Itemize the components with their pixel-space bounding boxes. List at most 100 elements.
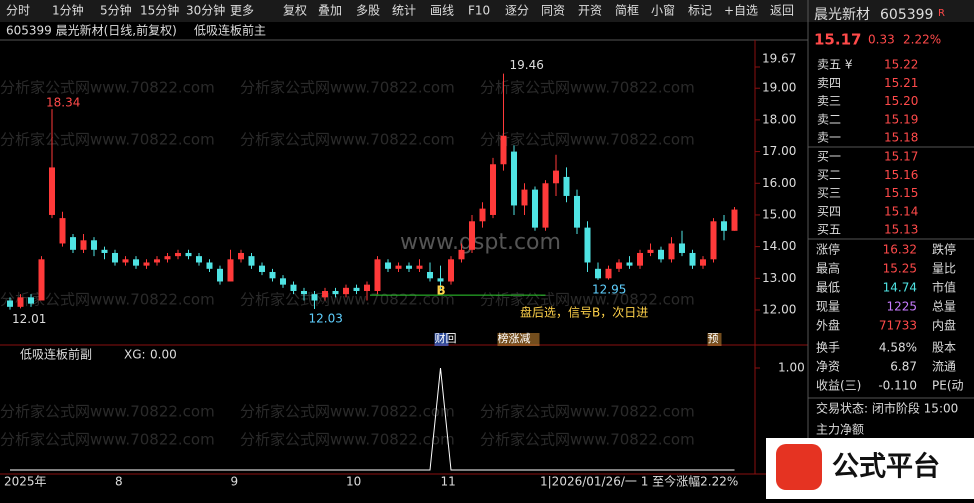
candle-body [238,252,244,260]
candle-body [574,195,580,228]
toolbar-item[interactable]: 复权 [283,4,307,18]
candle-body [406,265,412,269]
stat-value: 16.32 [883,243,917,257]
candle-body [80,240,87,250]
toolbar-item[interactable]: 15分钟 [140,3,179,18]
toolbar-item[interactable]: 1分钟 [52,3,84,18]
toolbar-item[interactable]: 开资 [578,4,602,18]
candle-body [206,262,213,269]
toolbar-item[interactable]: F10 [468,4,490,18]
candle-body [374,259,381,291]
candle-body [101,249,108,253]
candle-body [637,252,643,266]
price-label: 12.95 [592,282,626,296]
candle-body [364,284,370,291]
event-tag: 榜涨减 [498,331,531,345]
candle-body [59,218,66,244]
candle-body [721,221,727,231]
stat-label: 最低 [816,281,840,295]
watermark: 分析家公式网www.70822.com [480,131,695,149]
candle-body [175,252,181,257]
x-tick-label: 9 [231,475,239,489]
toolbar-item[interactable]: 5分钟 [100,3,132,18]
book-label: 买三 [817,186,841,200]
book-price: 15.16 [884,168,918,182]
change-pct: 2.22% [903,33,941,47]
book-price: 15.20 [884,94,918,108]
event-bg [434,333,449,346]
price-label: 12.01 [12,312,46,326]
indicator-name: 低吸连板前主 [194,23,266,38]
stat-label: 内盘 [932,318,956,333]
candle-body [17,297,24,307]
candle-body [521,189,528,206]
candle-body [532,189,538,228]
book-label: 买二 [817,168,841,182]
watermark: 分析家公式网www.70822.com [240,79,455,97]
candle-body [479,208,486,222]
book-label: 卖二 [817,112,841,126]
candle-body [290,284,297,291]
candle-body [395,265,402,269]
x-tick-label: 10 [346,475,361,489]
price-label: 19.46 [510,58,544,72]
toolbar-item[interactable]: 简框 [615,4,639,18]
signal-note: 盘后选，信号B，次日进 [520,305,648,320]
stat-value: -0.110 [878,379,917,393]
y-tick-label: 18.00 [762,112,796,126]
watermark: 分析家公式网www.70822.com [480,431,695,449]
stat-value: 6.87 [890,360,917,374]
toolbar-item[interactable]: 小窗 [651,4,675,18]
book-price: 15.17 [884,150,918,164]
stat-label: 市值 [932,280,956,295]
toolbar-item[interactable]: 标记 [688,4,712,18]
candle-body [647,249,654,253]
candle-body [437,278,444,282]
candle-body [122,259,129,263]
lower-title: 低吸连板前副 [20,347,92,362]
book-label: 买四 [817,204,841,218]
event-tag: 预 [708,332,719,345]
stat-value: 14.74 [883,281,917,295]
candle-body [490,164,496,215]
stat-label: 跌停 [932,242,956,257]
chart-title: 605399 晨光新材(日线,前复权) [6,23,177,38]
price-label: 18.34 [46,96,80,110]
candle-body [616,262,622,269]
book-label: 买五 [817,223,841,237]
main-flow: 主力净额 [816,423,864,437]
candle-body [710,221,717,260]
stat-value: 71733 [879,319,917,333]
toolbar-item[interactable]: 叠加 [318,4,342,18]
candle-body [248,256,255,266]
logo-icon [776,444,822,490]
toolbar-item[interactable]: 多股 [356,4,380,18]
toolbar-item[interactable]: 画线 [430,4,454,18]
toolbar-item[interactable]: 分时 [6,4,30,18]
candle-body [679,243,685,253]
toolbar-item[interactable]: 30分钟 [186,3,225,18]
candle-body [469,221,475,250]
candle-body [280,278,286,285]
stat-label: 换手 [816,341,840,355]
candle-body [500,135,507,165]
book-price: 15.13 [884,223,918,237]
stat-value: 4.58% [879,341,917,355]
candle-body [7,300,13,307]
toolbar-item[interactable]: 返回 [770,4,794,18]
toolbar-item[interactable]: 逐分 [505,4,529,18]
candle-body [595,268,601,279]
candle-body [332,290,339,295]
toolbar-item[interactable]: 统计 [392,4,416,18]
stat-label: 流通 [932,360,956,374]
toolbar-item[interactable]: +自选 [724,4,758,18]
candle-body [217,268,223,282]
stock-name: 晨光新材 [814,7,870,23]
book-label: 卖四 [817,76,841,90]
candle-body [143,262,150,266]
watermark: 分析家公式网www.70822.com [240,131,455,149]
watermark: 分析家公式网www.70822.com [480,291,695,309]
toolbar-item[interactable]: 更多 [230,4,254,18]
toolbar-item[interactable]: 同资 [541,4,565,18]
